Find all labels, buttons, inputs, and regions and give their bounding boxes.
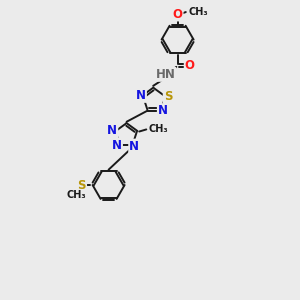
Text: N: N [129, 140, 139, 153]
Text: HN: HN [156, 68, 176, 81]
Text: O: O [185, 59, 195, 72]
Text: N: N [112, 139, 122, 152]
Text: CH₃: CH₃ [66, 190, 86, 200]
Text: CH₃: CH₃ [149, 124, 169, 134]
Text: N: N [158, 104, 168, 117]
Text: N: N [136, 89, 146, 102]
Text: O: O [172, 8, 183, 20]
Text: N: N [107, 124, 117, 137]
Text: CH₃: CH₃ [188, 7, 208, 17]
Text: S: S [164, 90, 172, 103]
Text: S: S [78, 178, 86, 191]
